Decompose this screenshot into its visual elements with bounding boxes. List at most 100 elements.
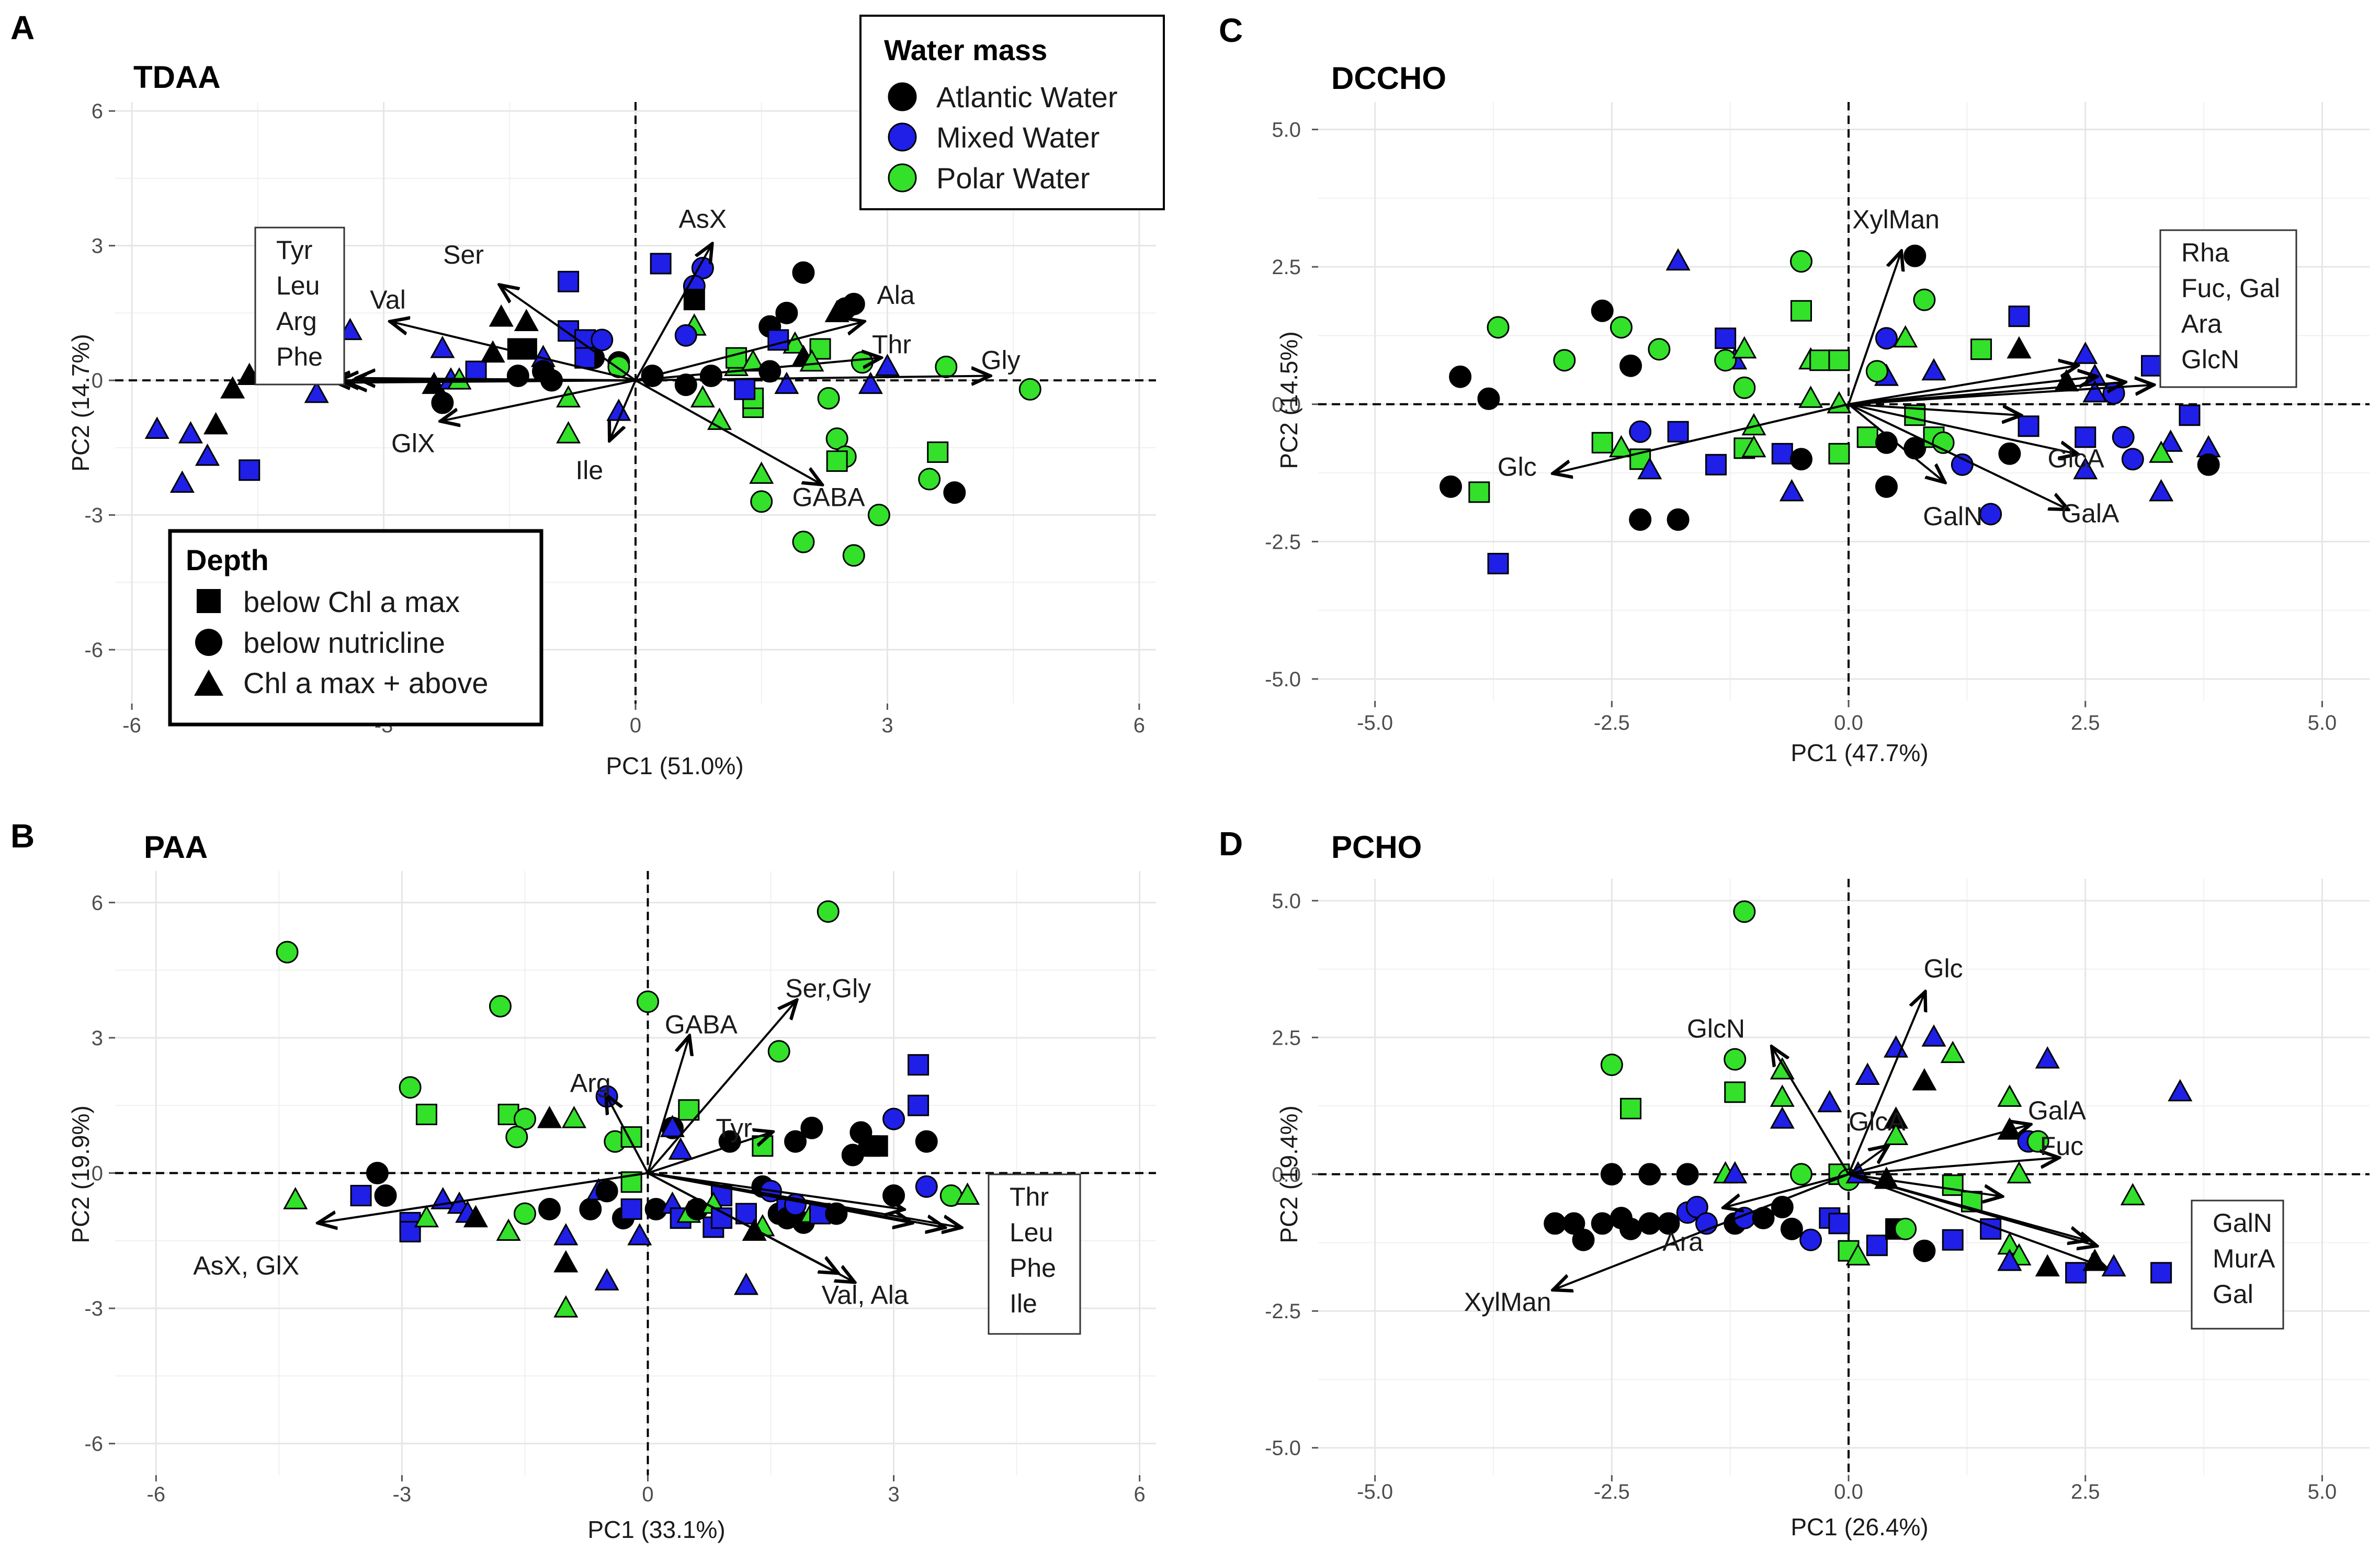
loading-label: GalA: [2061, 499, 2120, 528]
data-point-triangle: [556, 421, 581, 444]
data-point-triangle: [1855, 1062, 1880, 1085]
data-point-square: [239, 459, 260, 481]
y-tick-label: 5.0: [1272, 890, 1301, 913]
data-point-circle: [2197, 453, 2220, 476]
loading-arrow: [647, 1172, 836, 1273]
data-point-square: [1724, 1081, 1746, 1103]
loading-arrow: [1848, 403, 2019, 415]
data-point-square: [2018, 415, 2039, 437]
data-point-circle: [1903, 437, 1926, 460]
data-point-triangle: [2149, 440, 2174, 463]
panel-d: D PCHO: [1219, 825, 1422, 865]
data-point-triangle: [169, 470, 195, 493]
y-tick-label: -6: [84, 639, 103, 662]
data-point-circle: [915, 1130, 938, 1153]
panel-letter: A: [10, 9, 35, 47]
loading-box-label: Gal: [2213, 1280, 2253, 1309]
data-point-circle: [2121, 448, 2144, 471]
loading-label: Glc: [1498, 452, 1537, 481]
data-point-triangle: [1884, 1123, 1909, 1146]
data-point-triangle: [660, 1115, 685, 1137]
loading-box-label: Phe: [1010, 1253, 1056, 1283]
loading-arrow: [610, 380, 637, 439]
data-point-circle: [1780, 1217, 1803, 1240]
data-point-circle: [1619, 1217, 1642, 1240]
data-point-circle: [637, 990, 660, 1013]
data-point-triangle: [1997, 1249, 2022, 1271]
data-point-triangle: [414, 1205, 439, 1228]
data-point-circle: [1619, 354, 1642, 377]
plot-area-b: -6 -3 0 3 6 -6 -3 0 3 6 PC1 (33.1%) PC2 (19.9%) AsX,…: [67, 871, 1156, 1543]
data-point-square: [908, 1094, 930, 1116]
loading-box-label: Ara: [2181, 309, 2222, 338]
data-point-triangle: [1722, 1161, 1748, 1184]
data-point-circle: [506, 365, 529, 388]
data-point-triangle: [2035, 1254, 2060, 1277]
loading-label: Ile: [575, 456, 603, 485]
data-point-circle: [538, 1197, 561, 1220]
data-point-triangle: [220, 376, 245, 399]
loading-arrow: [392, 322, 636, 382]
loading-label: GABA: [665, 1010, 738, 1039]
y-tick-label: 6: [92, 100, 103, 123]
loading-label: AsX, GlX: [193, 1251, 299, 1280]
loading-label: Glc: [1924, 954, 1963, 983]
data-point-circle: [1875, 327, 1898, 350]
y-tick-label: -3: [84, 1297, 103, 1320]
panel-a: A TDAA: [10, 9, 221, 95]
data-point-circle: [513, 1202, 536, 1225]
data-point-square: [752, 1135, 774, 1157]
data-point-triangle: [553, 1295, 579, 1318]
loading-label: Ser,Gly: [785, 973, 871, 1003]
data-point-circle: [1676, 1163, 1699, 1186]
data-point-triangle: [283, 1187, 308, 1209]
data-point-square: [620, 1198, 642, 1220]
loading-label-box: [254, 227, 345, 386]
loading-arrow: [648, 1172, 959, 1227]
data-point-triangle: [178, 421, 203, 444]
data-point-circle: [1790, 448, 1813, 471]
data-point-triangle: [2035, 1046, 2060, 1069]
data-point-square: [1487, 552, 1509, 574]
data-point-circle: [1875, 475, 1898, 498]
x-tick-label: 3: [881, 714, 893, 737]
x-tick-label: 2.5: [2071, 711, 2100, 734]
data-point-triangle: [2073, 342, 2098, 364]
data-point-square: [350, 1185, 372, 1207]
data-point-circle: [1657, 1212, 1680, 1235]
data-point-triangle: [1741, 435, 1766, 458]
data-point-circle: [1733, 900, 1756, 923]
loading-arrow: [635, 358, 879, 382]
y-tick-label: -5.0: [1265, 668, 1301, 691]
x-tick-label: -2.5: [1594, 1480, 1630, 1503]
data-point-circle: [595, 1180, 618, 1203]
data-point-square: [1866, 1235, 1888, 1256]
data-point-square: [1828, 349, 1850, 371]
x-tick-label: 2.5: [2071, 1480, 2100, 1503]
legend-key-triangle: [194, 670, 223, 696]
panel-letter: B: [10, 817, 35, 855]
data-point-triangle: [690, 385, 715, 407]
data-point-circle: [1913, 288, 1936, 311]
data-point-circle: [276, 941, 299, 964]
loading-box-label: Leu: [1010, 1218, 1053, 1247]
loading-arrow: [1848, 377, 2095, 405]
y-tick-label: 5.0: [1272, 119, 1301, 142]
data-point-square: [858, 1135, 880, 1157]
data-point-triangle: [627, 1223, 652, 1246]
loading-label: Fuc: [2040, 1131, 2083, 1161]
data-point-triangle: [1665, 248, 1691, 271]
loading-label-box: [2191, 1199, 2284, 1330]
x-tick-label: -3: [393, 1483, 412, 1506]
data-point-circle: [1724, 1048, 1747, 1071]
panel-c: C DCCHO: [1219, 12, 1446, 96]
loading-label: GlcN: [1687, 1014, 1745, 1043]
x-tick-label: 0.0: [1834, 711, 1863, 734]
y-tick-label: 3: [92, 1027, 103, 1050]
data-point-triangle: [430, 335, 455, 358]
loading-label: Ser: [443, 240, 484, 269]
y-tick-label: -6: [84, 1433, 103, 1456]
data-point-triangle: [1940, 1040, 1965, 1063]
loading-label: Val, Ala: [822, 1280, 909, 1309]
data-point-triangle: [774, 371, 799, 394]
